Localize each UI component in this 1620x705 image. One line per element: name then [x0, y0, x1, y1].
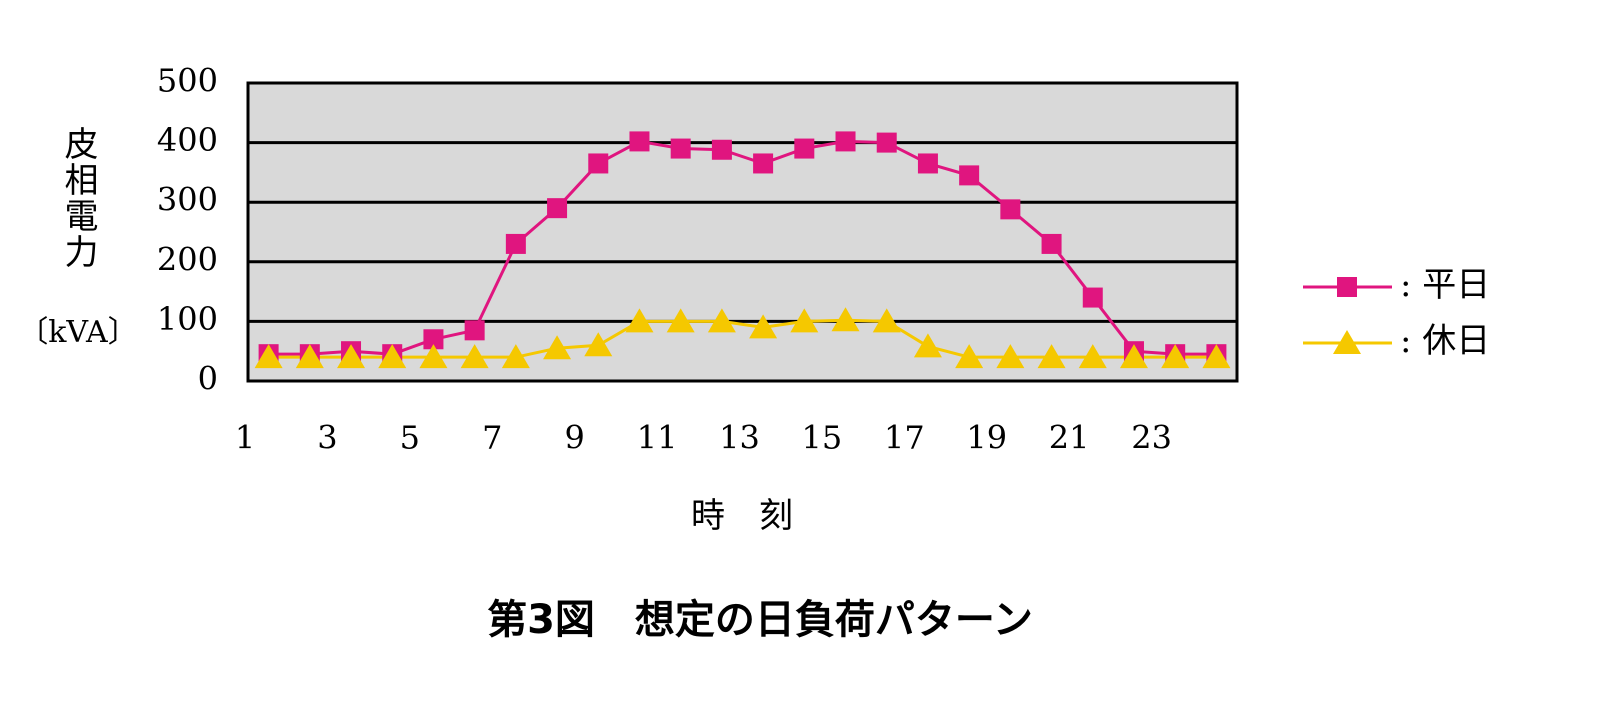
- chart-title: 第3図 想定の日負荷パターン: [487, 597, 1033, 643]
- x-tick-label: 13: [719, 419, 760, 457]
- data-point: [1119, 344, 1148, 369]
- data-point: [913, 333, 942, 358]
- x-tick-label: 3: [317, 419, 337, 457]
- data-point: [505, 233, 526, 254]
- data-point: [1202, 344, 1231, 369]
- x-tick-label: 9: [564, 419, 584, 457]
- legend-marker: [1337, 277, 1357, 297]
- y-tick-label: 300: [157, 181, 218, 219]
- data-point: [707, 308, 736, 333]
- data-point: [794, 138, 815, 159]
- data-point: [835, 131, 856, 152]
- data-point: [295, 344, 324, 369]
- x-tick-label: 23: [1131, 419, 1172, 457]
- data-point: [1161, 344, 1190, 369]
- data-point: [872, 308, 901, 333]
- data-point: [831, 307, 860, 332]
- data-point: [254, 344, 283, 369]
- x-tick-label: 21: [1049, 419, 1090, 457]
- data-point: [337, 344, 366, 369]
- data-point: [749, 314, 778, 339]
- data-point: [959, 165, 980, 186]
- x-tick-label: 1: [235, 419, 255, 457]
- x-tick-label: 7: [482, 419, 502, 457]
- data-point: [1078, 344, 1107, 369]
- data-point: [584, 332, 613, 357]
- data-point: [547, 198, 568, 219]
- data-point: [423, 329, 444, 350]
- data-point: [625, 308, 654, 333]
- x-tick-label: 11: [637, 419, 678, 457]
- y-tick-label: 500: [157, 62, 218, 100]
- plot-area: [248, 83, 1237, 381]
- data-point: [666, 308, 695, 333]
- legend-label: : 休日: [1400, 321, 1490, 361]
- data-point: [790, 308, 819, 333]
- data-point: [629, 131, 650, 152]
- data-point: [1037, 344, 1066, 369]
- data-point: [917, 153, 938, 174]
- data-point: [1041, 233, 1062, 254]
- data-point: [543, 335, 572, 360]
- x-axis-label: 時 刻: [691, 496, 793, 536]
- data-point: [464, 320, 485, 341]
- legend-marker: [1333, 330, 1361, 354]
- y-tick-label: 100: [157, 300, 218, 338]
- x-tick-label: 15: [802, 419, 843, 457]
- y-axis-unit: 〔kVA〕: [18, 315, 137, 350]
- data-point: [955, 344, 984, 369]
- data-point: [588, 153, 609, 174]
- data-point: [876, 132, 897, 153]
- data-point: [378, 344, 407, 369]
- y-tick-label: 400: [157, 121, 218, 159]
- y-tick-label: 0: [198, 360, 218, 398]
- data-point: [1082, 287, 1103, 308]
- data-point: [753, 153, 774, 174]
- data-point: [711, 139, 732, 160]
- data-point: [670, 138, 691, 159]
- data-point: [501, 344, 530, 369]
- data-point: [460, 344, 489, 369]
- legend-label: : 平日: [1400, 265, 1490, 305]
- x-tick-label: 5: [400, 419, 420, 457]
- plot-border: [246, 81, 1239, 383]
- y-axis-label: 皮相電力: [58, 126, 98, 270]
- x-tick-label: 17: [884, 419, 925, 457]
- data-point: [1000, 199, 1021, 220]
- data-point: [996, 344, 1025, 369]
- data-point: [419, 344, 448, 369]
- x-tick-label: 19: [966, 419, 1007, 457]
- y-tick-label: 200: [157, 240, 218, 278]
